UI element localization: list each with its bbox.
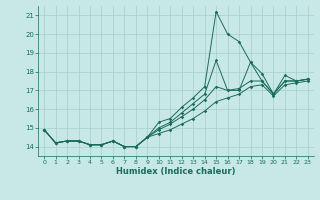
X-axis label: Humidex (Indice chaleur): Humidex (Indice chaleur) — [116, 167, 236, 176]
